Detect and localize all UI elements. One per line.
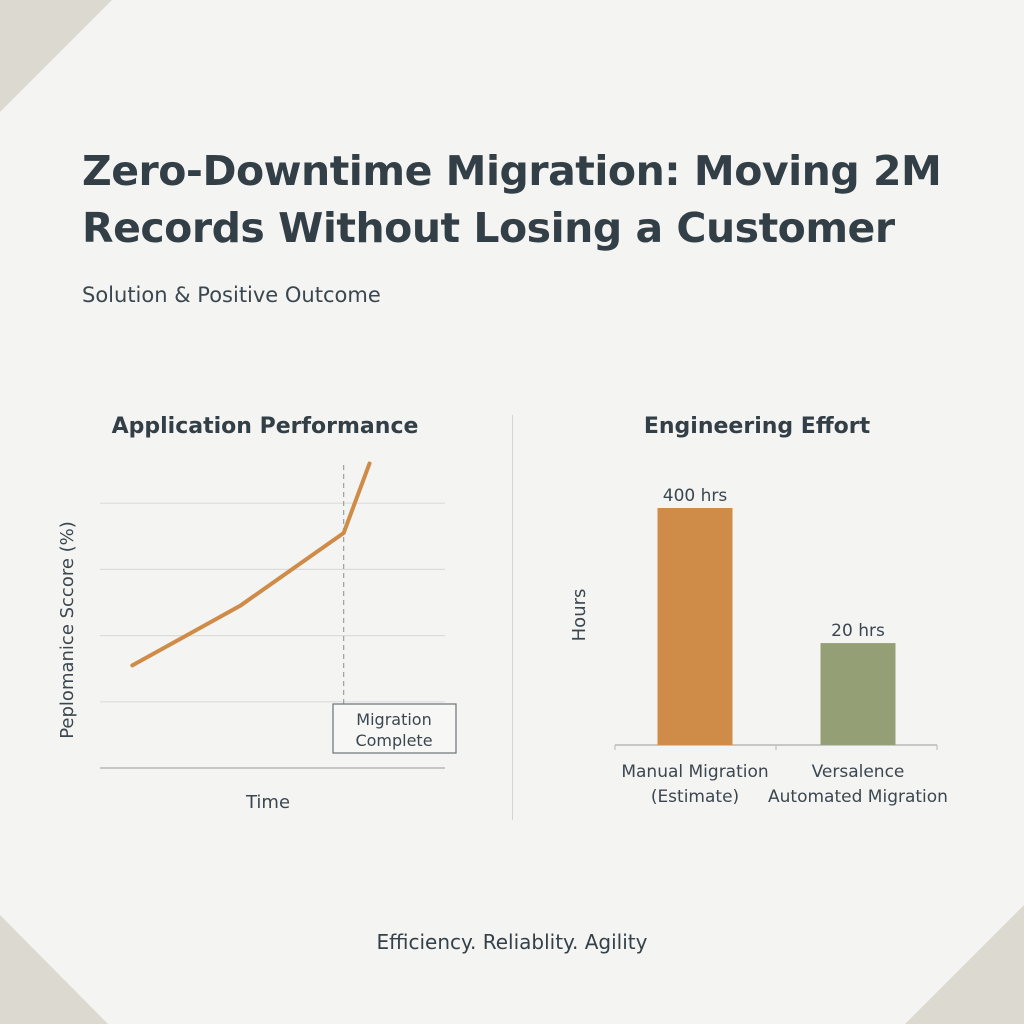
bar-chart-title: Engineering Effort bbox=[643, 414, 871, 439]
bar-data-label: 400 hrs bbox=[663, 486, 728, 506]
bar-category-label: Automated Migration bbox=[768, 787, 948, 807]
page-subtitle: Solution & Positive Outcome bbox=[82, 283, 381, 307]
bar-manual-migration bbox=[657, 508, 733, 745]
line-chart-ylabel: Peplomanice Sccore (%) bbox=[57, 521, 78, 739]
annotation-box bbox=[332, 703, 457, 754]
footer-tagline: Efficiency. Reliablity. Agility bbox=[376, 930, 648, 954]
migration-annotation: Migration Complete bbox=[332, 703, 457, 754]
performance-series-line bbox=[130, 461, 372, 668]
annotation-text-line-1: Migration bbox=[356, 710, 431, 729]
line-chart-title: Application Performance bbox=[111, 414, 419, 439]
chart-divider bbox=[512, 415, 513, 820]
line-chart-xlabel: Time bbox=[245, 792, 290, 813]
bar-category-label: (Estimate) bbox=[651, 787, 739, 807]
bar-automated-migration bbox=[820, 643, 896, 745]
page-title: Zero-Downtime Migration: Moving 2M Recor… bbox=[82, 147, 942, 252]
bar-category-label: Versalence bbox=[812, 762, 905, 782]
bar-category-label: Manual Migration bbox=[621, 762, 768, 782]
annotation-text-line-2: Complete bbox=[355, 731, 432, 750]
bar-data-label: 20 hrs bbox=[831, 621, 885, 641]
bar-chart-ylabel: Hours bbox=[569, 589, 590, 642]
